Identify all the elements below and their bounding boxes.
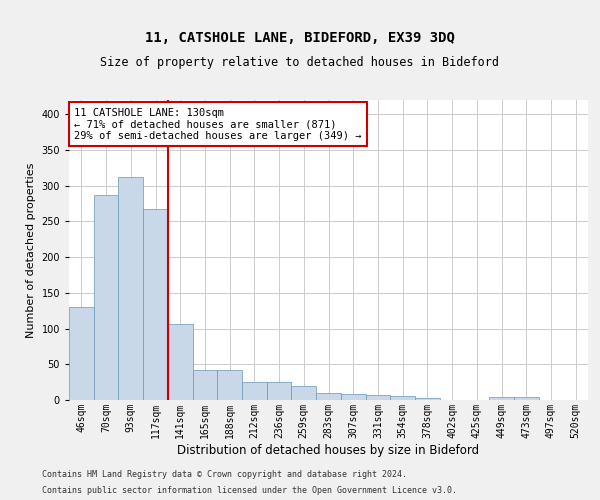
Text: Contains HM Land Registry data © Crown copyright and database right 2024.: Contains HM Land Registry data © Crown c… [42, 470, 407, 479]
Bar [415, 398, 440, 400]
Bar [514, 397, 539, 400]
Bar [118, 177, 143, 400]
Text: 11, CATSHOLE LANE, BIDEFORD, EX39 3DQ: 11, CATSHOLE LANE, BIDEFORD, EX39 3DQ [145, 30, 455, 44]
Bar [69, 307, 94, 400]
Bar [193, 370, 217, 400]
Bar [341, 394, 365, 400]
Y-axis label: Number of detached properties: Number of detached properties [26, 162, 36, 338]
Bar [143, 210, 168, 400]
Bar [217, 370, 242, 400]
Bar [168, 324, 193, 400]
Bar [489, 397, 514, 400]
Bar [390, 396, 415, 400]
Bar [267, 382, 292, 400]
Bar [94, 195, 118, 400]
Bar [242, 382, 267, 400]
Text: 11 CATSHOLE LANE: 130sqm
← 71% of detached houses are smaller (871)
29% of semi-: 11 CATSHOLE LANE: 130sqm ← 71% of detach… [74, 108, 362, 140]
Text: Size of property relative to detached houses in Bideford: Size of property relative to detached ho… [101, 56, 499, 69]
Bar [292, 386, 316, 400]
Bar [365, 395, 390, 400]
X-axis label: Distribution of detached houses by size in Bideford: Distribution of detached houses by size … [178, 444, 479, 456]
Text: Contains public sector information licensed under the Open Government Licence v3: Contains public sector information licen… [42, 486, 457, 495]
Bar [316, 393, 341, 400]
